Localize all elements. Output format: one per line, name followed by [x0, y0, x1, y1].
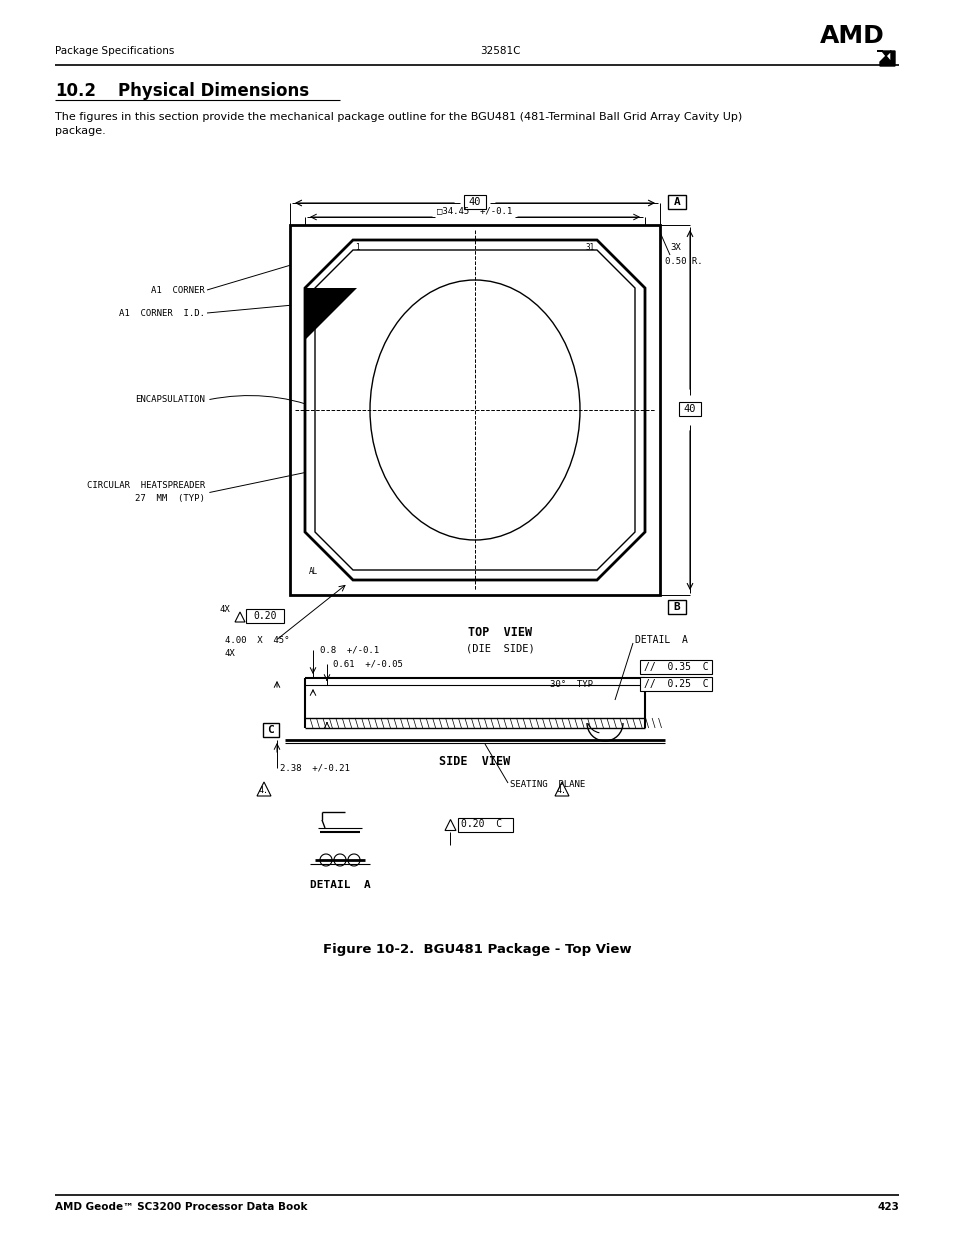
Text: AL: AL: [309, 567, 318, 576]
Bar: [290, 225, 659, 595]
FancyBboxPatch shape: [457, 818, 513, 832]
Text: 27  MM  (TYP): 27 MM (TYP): [135, 494, 205, 504]
Text: Figure 10-2.  BGU481 Package - Top View: Figure 10-2. BGU481 Package - Top View: [322, 944, 631, 956]
Text: 32581C: 32581C: [479, 46, 519, 56]
FancyBboxPatch shape: [639, 677, 711, 692]
Text: package.: package.: [55, 126, 106, 136]
Text: The figures in this section provide the mechanical package outline for the BGU48: The figures in this section provide the …: [55, 112, 741, 122]
Text: DETAIL  A: DETAIL A: [635, 635, 687, 645]
FancyBboxPatch shape: [679, 403, 700, 416]
Text: SEATING  PLANE: SEATING PLANE: [510, 781, 584, 789]
Text: 0.8  +/-0.1: 0.8 +/-0.1: [319, 646, 378, 655]
Text: 423: 423: [876, 1202, 898, 1212]
FancyBboxPatch shape: [667, 600, 685, 614]
Text: SIDE  VIEW: SIDE VIEW: [439, 756, 510, 768]
FancyBboxPatch shape: [263, 722, 278, 737]
Polygon shape: [305, 240, 644, 580]
Text: 4.00  X  45°: 4.00 X 45°: [225, 636, 289, 646]
Text: 10.2: 10.2: [55, 82, 96, 100]
Text: Physical Dimensions: Physical Dimensions: [118, 82, 309, 100]
Text: 1: 1: [355, 243, 359, 252]
FancyBboxPatch shape: [246, 609, 284, 622]
Polygon shape: [876, 51, 894, 65]
FancyBboxPatch shape: [639, 659, 711, 674]
Text: 0.20  C: 0.20 C: [460, 819, 501, 829]
Text: 0.20: 0.20: [253, 611, 276, 621]
Text: 2.38  +/-0.21: 2.38 +/-0.21: [280, 763, 350, 773]
Text: CIRCULAR  HEATSPREADER: CIRCULAR HEATSPREADER: [87, 480, 205, 489]
Text: 31: 31: [585, 243, 595, 252]
Text: A: A: [673, 198, 679, 207]
Text: ENCAPSULATION: ENCAPSULATION: [135, 395, 205, 405]
Text: AMD Geode™ SC3200 Processor Data Book: AMD Geode™ SC3200 Processor Data Book: [55, 1202, 307, 1212]
Polygon shape: [305, 288, 356, 340]
Text: (DIE  SIDE): (DIE SIDE): [465, 643, 534, 655]
Text: 0.50 R.: 0.50 R.: [664, 257, 702, 266]
Text: TOP  VIEW: TOP VIEW: [468, 626, 532, 640]
Text: //  0.35  C: // 0.35 C: [643, 662, 708, 672]
Text: 0.61  +/-0.05: 0.61 +/-0.05: [333, 659, 402, 668]
Text: B: B: [673, 601, 679, 613]
Text: A: A: [307, 290, 312, 299]
FancyBboxPatch shape: [463, 195, 485, 209]
Text: A1  CORNER  I.D.: A1 CORNER I.D.: [119, 309, 205, 317]
Text: 40: 40: [468, 198, 480, 207]
Text: □34.45  +/-0.1: □34.45 +/-0.1: [436, 206, 512, 215]
Text: 4X: 4X: [225, 650, 235, 658]
Text: 40: 40: [683, 404, 696, 414]
Text: 4.: 4.: [258, 787, 269, 795]
Text: //  0.25  C: // 0.25 C: [643, 679, 708, 689]
FancyBboxPatch shape: [667, 195, 685, 209]
Text: 4.: 4.: [557, 787, 566, 795]
Text: AMD: AMD: [820, 23, 883, 48]
Text: 3X: 3X: [669, 242, 680, 252]
Text: A1  CORNER: A1 CORNER: [152, 285, 205, 294]
Text: 30°  TYP: 30° TYP: [550, 680, 593, 689]
Text: Package Specifications: Package Specifications: [55, 46, 174, 56]
Text: C: C: [268, 725, 274, 735]
Text: 4X: 4X: [220, 604, 231, 614]
Text: DETAIL  A: DETAIL A: [310, 881, 370, 890]
